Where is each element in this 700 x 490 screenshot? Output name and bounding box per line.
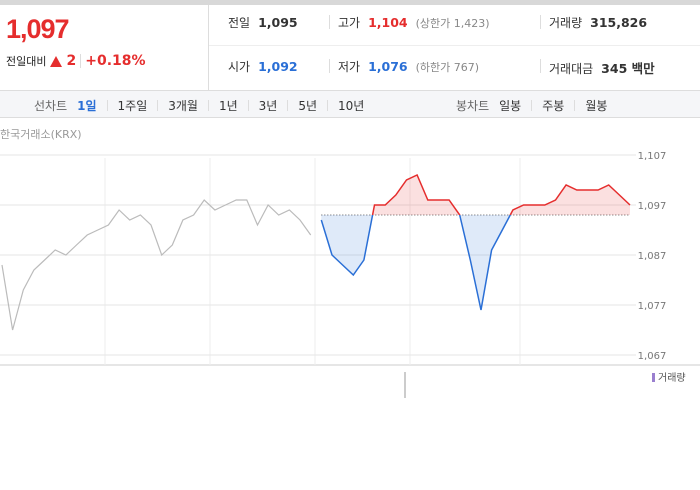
tab[interactable]: 3개월 bbox=[168, 99, 198, 113]
tab-bar: 선차트 1일 1주일 3개월 1년 3년 5년 10년 봉차트 일봉 주봉 월봉 bbox=[0, 90, 700, 118]
stat-note: (상한가 1,423) bbox=[415, 17, 490, 30]
stat-label: 전일 bbox=[228, 16, 251, 30]
stat: 거래대금 345 백만 bbox=[549, 58, 655, 77]
tab[interactable]: 3년 bbox=[258, 99, 278, 113]
tab[interactable]: 일봉 bbox=[499, 99, 522, 113]
line-down bbox=[320, 215, 512, 311]
stat-value: 345 백만 bbox=[601, 61, 655, 76]
tab[interactable]: 1주일 bbox=[117, 99, 148, 113]
tab[interactable]: 5년 bbox=[298, 99, 318, 113]
separator bbox=[329, 59, 330, 73]
chart: 한국거래소(KRX) 거래량 1,107 1,097 1,087 1,077 1,067 bbox=[0, 128, 700, 398]
tab-group-label: 선차트 bbox=[34, 99, 68, 113]
stat-value: 1,095 bbox=[258, 15, 298, 30]
tab[interactable]: 월봉 bbox=[585, 99, 608, 113]
top-bar bbox=[0, 0, 700, 5]
change-label: 전일대비 bbox=[6, 55, 47, 68]
tab[interactable]: 1년 bbox=[218, 99, 238, 113]
divider bbox=[209, 45, 700, 46]
stat: 전일 1,095 bbox=[228, 14, 298, 31]
y-tick-label: 1,097 bbox=[638, 201, 667, 212]
stat-value: 315,826 bbox=[590, 15, 648, 30]
line bbox=[1, 199, 312, 331]
price: 1,097 bbox=[6, 14, 70, 44]
separator bbox=[329, 15, 330, 29]
separator bbox=[287, 100, 289, 111]
separator bbox=[540, 15, 541, 29]
tab[interactable]: 주봉 bbox=[542, 99, 565, 113]
separator bbox=[106, 100, 108, 111]
source: 한국거래소(KRX) bbox=[0, 128, 82, 141]
separator bbox=[574, 100, 576, 111]
separator bbox=[531, 100, 533, 111]
stat: 고가 1,104 (상한가 1,423) bbox=[338, 14, 490, 31]
y-tick-label: 1,077 bbox=[638, 301, 667, 312]
separator bbox=[540, 59, 541, 73]
stat-value: 1,104 bbox=[368, 15, 408, 30]
y-tick-label: 1,107 bbox=[638, 151, 667, 162]
area-down bbox=[321, 215, 630, 310]
separator bbox=[247, 100, 249, 111]
stat-label: 저가 bbox=[338, 60, 361, 74]
change-rate: +0.18% bbox=[85, 53, 146, 69]
tab[interactable]: 10년 bbox=[338, 99, 365, 113]
y-tick-label: 1,067 bbox=[638, 351, 667, 362]
stat-value: 1,092 bbox=[258, 59, 298, 74]
divider bbox=[208, 5, 209, 90]
stat: 거래량 315,826 bbox=[549, 14, 647, 31]
stat-label: 고가 bbox=[338, 16, 361, 30]
line-up bbox=[371, 173, 631, 215]
tab-group-label: 봉차트 bbox=[456, 99, 490, 113]
tab[interactable]: 1일 bbox=[77, 99, 97, 113]
stat-label: 거래량 bbox=[549, 16, 583, 30]
separator bbox=[207, 100, 209, 111]
stat: 시가 1,092 bbox=[228, 58, 298, 75]
separator bbox=[327, 100, 329, 111]
separator bbox=[157, 100, 159, 111]
stat-label: 시가 bbox=[228, 60, 251, 74]
stat-note: (하한가 767) bbox=[415, 61, 480, 74]
legend-swatch bbox=[652, 373, 655, 382]
change: 2 bbox=[66, 53, 77, 69]
stat-value: 1,076 bbox=[368, 59, 408, 74]
legend-label: 거래량 bbox=[658, 372, 686, 384]
area-up bbox=[321, 175, 630, 215]
up-icon bbox=[50, 55, 63, 67]
stat-label: 거래대금 bbox=[549, 62, 594, 76]
stat: 저가 1,076 (하한가 767) bbox=[338, 58, 479, 75]
change: 전일대비 2 +0.18% bbox=[6, 53, 146, 69]
y-tick-label: 1,087 bbox=[638, 251, 667, 262]
